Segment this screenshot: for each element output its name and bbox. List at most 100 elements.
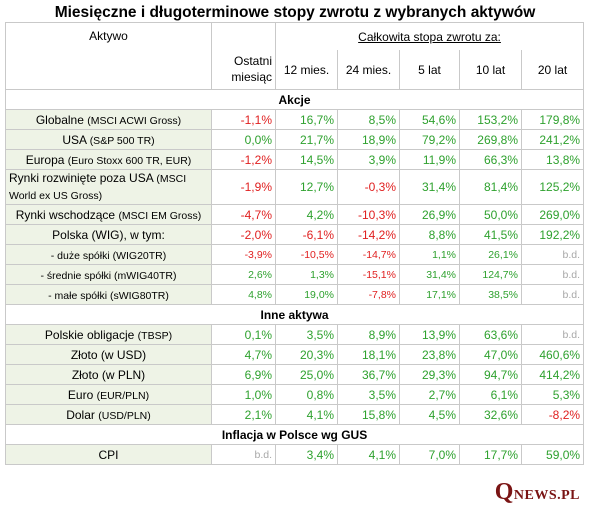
return-value: 5,3% bbox=[520, 384, 585, 405]
return-value: -10,5% bbox=[275, 244, 338, 265]
asset-name-cell: Rynki wschodzące (MSCI EM Gross) bbox=[5, 204, 212, 225]
last-month-value: b.d. bbox=[211, 444, 276, 465]
table-row: USA (S&P 500 TR) 0,0% 21,7% 18,9% 79,2% 269,8… bbox=[5, 129, 585, 150]
last-month-value: 2,6% bbox=[211, 264, 276, 285]
logo-domain: .PL bbox=[557, 488, 580, 503]
return-value: 4,2% bbox=[275, 204, 338, 225]
return-value: 11,9% bbox=[399, 149, 460, 170]
return-value: 4,1% bbox=[337, 444, 400, 465]
asset-name: CPI bbox=[98, 447, 119, 462]
header-last-month-line2: miesiąc bbox=[231, 70, 272, 84]
asset-index: (MSCI ACWI Gross) bbox=[87, 114, 182, 127]
last-month-value: 4,7% bbox=[211, 344, 276, 365]
returns-table: Aktywo Ostatni miesiąc Całkowita stopa z… bbox=[4, 22, 585, 465]
asset-index: (MSCI EM Gross) bbox=[118, 209, 202, 222]
return-value: -6,1% bbox=[275, 224, 338, 245]
header-period: 12 mies. bbox=[275, 50, 338, 90]
return-value: 8,5% bbox=[337, 109, 400, 130]
asset-index: (USD/PLN) bbox=[98, 409, 151, 422]
table-row: Dolar (USD/PLN) 2,1% 4,1% 15,8% 4,5% 32,6% -8,… bbox=[5, 404, 585, 425]
asset-name: - małe spółki (sWIG80TR) bbox=[48, 289, 169, 302]
asset-name-cell: - duże spółki (WIG20TR) bbox=[5, 244, 212, 265]
return-value: b.d. bbox=[520, 264, 585, 285]
return-value: 241,2% bbox=[520, 129, 585, 150]
asset-index: (S&P 500 TR) bbox=[89, 134, 155, 147]
return-value: 269,8% bbox=[459, 129, 522, 150]
return-value: 192,2% bbox=[520, 224, 585, 245]
return-value: 25,0% bbox=[275, 364, 338, 385]
asset-index: (Euro Stoxx 600 TR, EUR) bbox=[67, 154, 192, 167]
last-month-value: 1,0% bbox=[211, 384, 276, 405]
asset-name-cell: USA (S&P 500 TR) bbox=[5, 129, 212, 150]
asset-name: Europa bbox=[25, 152, 65, 167]
asset-name-cell: Złoto (w PLN) bbox=[5, 364, 212, 385]
last-month-value: -3,9% bbox=[211, 244, 276, 265]
return-value: b.d. bbox=[520, 324, 585, 345]
return-value: 179,8% bbox=[520, 109, 585, 130]
return-value: 79,2% bbox=[399, 129, 460, 150]
header-period: 24 mies. bbox=[337, 50, 400, 90]
last-month-value: -2,0% bbox=[211, 224, 276, 245]
return-value: 3,9% bbox=[337, 149, 400, 170]
return-value: 41,5% bbox=[459, 224, 522, 245]
return-value: -7,8% bbox=[337, 284, 400, 305]
last-month-value: 6,9% bbox=[211, 364, 276, 385]
return-value: 414,2% bbox=[520, 364, 585, 385]
return-value: 14,5% bbox=[275, 149, 338, 170]
logo-news: NEWS bbox=[513, 488, 558, 503]
page-title: Miesięczne i długoterminowe stopy zwrotu… bbox=[54, 4, 536, 21]
last-month-value: -1,9% bbox=[211, 169, 276, 205]
return-value: 12,7% bbox=[275, 169, 338, 205]
return-value: 16,7% bbox=[275, 109, 338, 130]
return-value: 66,3% bbox=[459, 149, 522, 170]
return-value: 17,1% bbox=[399, 284, 460, 305]
return-value: 4,5% bbox=[399, 404, 460, 425]
return-value: b.d. bbox=[520, 284, 585, 305]
asset-name: USA bbox=[62, 132, 87, 147]
last-month-value: 2,1% bbox=[211, 404, 276, 425]
last-month-value: 0,0% bbox=[211, 129, 276, 150]
last-month-value: 4,8% bbox=[211, 284, 276, 305]
return-value: 50,0% bbox=[459, 204, 522, 225]
asset-name: Polskie obligacje bbox=[44, 327, 135, 342]
table-row: Rynki rozwinięte poza USA (MSCI World ex … bbox=[5, 169, 585, 205]
asset-name-cell: Polska (WIG), w tym: bbox=[5, 224, 212, 245]
asset-name-cell: CPI bbox=[5, 444, 212, 465]
table-row: - duże spółki (WIG20TR) -3,9% -10,5% -14,7%… bbox=[5, 244, 585, 265]
asset-name: Polska (WIG), w tym: bbox=[52, 227, 165, 242]
table-row: Euro (EUR/PLN) 1,0% 0,8% 3,5% 2,7% 6,1% 5,3% bbox=[5, 384, 585, 405]
logo-q: Q bbox=[494, 479, 514, 505]
asset-name-cell: Europa (Euro Stoxx 600 TR, EUR) bbox=[5, 149, 212, 170]
asset-name: Dolar bbox=[66, 407, 95, 422]
table-row: Polskie obligacje (TBSP) 0,1% 3,5% 8,9% 13,9… bbox=[5, 324, 585, 345]
return-value: 20,3% bbox=[275, 344, 338, 365]
table-header: Aktywo Ostatni miesiąc Całkowita stopa z… bbox=[5, 22, 585, 90]
table-row: Rynki wschodzące (MSCI EM Gross) -4,7% 4,2… bbox=[5, 204, 585, 225]
return-value: b.d. bbox=[520, 244, 585, 265]
header-period: 5 lat bbox=[399, 50, 460, 90]
return-value: 7,0% bbox=[399, 444, 460, 465]
table-row: - średnie spółki (mWIG40TR) 2,6% 1,3% -15,1… bbox=[5, 264, 585, 285]
asset-name-cell: Euro (EUR/PLN) bbox=[5, 384, 212, 405]
asset-index: (MSCI bbox=[156, 173, 187, 185]
table-row: Złoto (w PLN) 6,9% 25,0% 36,7% 29,3% 94,7% 414… bbox=[5, 364, 585, 385]
return-value: 1,1% bbox=[399, 244, 460, 265]
return-value: 3,5% bbox=[337, 384, 400, 405]
table-row: Złoto (w USD) 4,7% 20,3% 18,1% 23,8% 47,0% 460… bbox=[5, 344, 585, 365]
table-row: Europa (Euro Stoxx 600 TR, EUR) -1,2% 14,5… bbox=[5, 149, 585, 170]
return-value: 18,9% bbox=[337, 129, 400, 150]
return-value: 13,8% bbox=[520, 149, 585, 170]
asset-name: Globalne bbox=[35, 112, 84, 127]
asset-index: (EUR/PLN) bbox=[96, 389, 150, 402]
asset-index: World ex US Gross) bbox=[9, 190, 103, 202]
header-period: 20 lat bbox=[520, 50, 585, 90]
return-value: -15,1% bbox=[337, 264, 400, 285]
asset-name-cell: Dolar (USD/PLN) bbox=[5, 404, 212, 425]
return-value: 125,2% bbox=[520, 169, 585, 205]
last-month-value: -1,1% bbox=[211, 109, 276, 130]
return-value: 13,9% bbox=[399, 324, 460, 345]
last-month-value: -4,7% bbox=[211, 204, 276, 225]
table-row: Globalne (MSCI ACWI Gross) -1,1% 16,7% 8,5%… bbox=[5, 109, 585, 130]
return-value: -14,2% bbox=[337, 224, 400, 245]
return-value: 19,0% bbox=[275, 284, 338, 305]
